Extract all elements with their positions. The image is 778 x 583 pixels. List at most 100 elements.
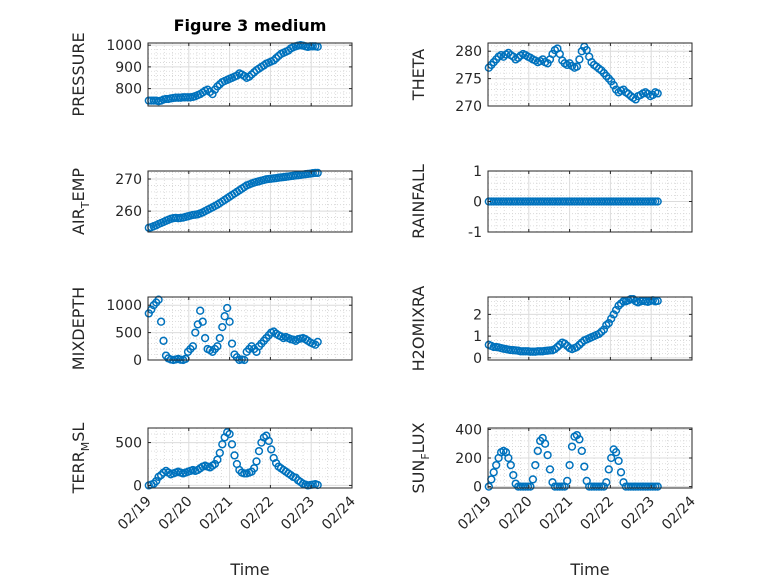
data-point <box>523 482 533 491</box>
data-point <box>653 197 662 206</box>
data-point <box>597 482 606 491</box>
data-point <box>227 339 237 348</box>
y-axis-label-5: H2OMIXRA <box>409 286 428 372</box>
data-point <box>210 459 220 469</box>
x-tick-label: 02/24 <box>319 493 359 533</box>
data-point <box>599 325 609 334</box>
data-point <box>572 62 582 71</box>
data-point <box>611 305 621 315</box>
data-point <box>540 439 550 448</box>
subplot-h2omixra: 0 1 2 H2OMIXRA <box>409 286 693 372</box>
data-point <box>563 476 572 486</box>
data-point <box>607 314 616 323</box>
y-tick-label: 1 <box>473 164 482 180</box>
data-point <box>220 312 229 321</box>
data-point <box>311 168 320 178</box>
data-point <box>648 482 657 491</box>
data-point <box>609 81 618 90</box>
data-point <box>533 446 542 456</box>
data-point <box>577 446 586 456</box>
data-point <box>313 337 322 347</box>
data-point <box>313 168 322 178</box>
y-axis-label-0: PRESSURE <box>69 32 88 116</box>
data-point <box>230 451 239 460</box>
x-tick-label: 02/22 <box>577 494 617 534</box>
data-point <box>619 478 628 487</box>
x-tick-label: 02/19 <box>115 494 155 534</box>
y-tick-label: 200 <box>455 451 482 467</box>
x-tick-label: 02/21 <box>197 494 237 534</box>
data-point <box>611 448 621 457</box>
axes-box <box>147 427 353 489</box>
data-point <box>227 440 237 449</box>
axes-box <box>147 42 353 107</box>
data-point <box>218 440 227 449</box>
y-tick-label: -1 <box>468 225 482 241</box>
data-point <box>531 460 540 470</box>
subplot-rainfall: -1 0 1 RAINFALL <box>409 164 693 241</box>
data-point <box>240 469 249 478</box>
subplot-mixdepth: 0 500 1000 MIXDEPTH <box>69 287 353 370</box>
data-point <box>594 329 604 339</box>
data-point <box>653 482 662 491</box>
y-tick-label: 800 <box>115 82 142 98</box>
data-point <box>651 482 660 491</box>
data-point <box>269 56 278 65</box>
subplot-sun-flux: 0 200 400 SUNFLUX 02/19 02/20 02/21 02/22 02/23 0… <box>409 422 699 579</box>
data-point <box>208 89 217 99</box>
data-point <box>154 295 163 304</box>
data-point <box>213 455 222 464</box>
y-axis-label-4: MIXDEPTH <box>69 287 88 370</box>
data-point <box>577 47 586 56</box>
axes-box <box>487 296 693 361</box>
data-point <box>651 197 660 206</box>
x-tick-label: 02/19 <box>455 494 495 534</box>
data-point <box>254 446 264 456</box>
y-tick-label: 270 <box>115 172 142 188</box>
data-point <box>614 456 623 466</box>
y-tick-label: 0 <box>473 351 482 367</box>
y-tick-label: 900 <box>115 60 142 76</box>
data-point <box>602 478 611 487</box>
data-point <box>614 301 623 310</box>
x-tick-label: 02/20 <box>156 494 196 534</box>
y-tick-label: 500 <box>115 436 142 452</box>
data-point <box>152 476 161 486</box>
y-axis-label-1: THETA <box>409 49 428 101</box>
y-tick-label: 2 <box>473 307 482 323</box>
data-point <box>200 333 210 343</box>
data-point <box>543 450 552 460</box>
data-point <box>215 448 224 458</box>
data-point <box>252 457 261 466</box>
data-point <box>526 482 535 491</box>
data-point <box>575 55 584 64</box>
data-point <box>604 465 613 474</box>
data-point <box>604 318 613 328</box>
data-point <box>264 436 273 446</box>
subplot-theta: 270 275 280 THETA <box>409 42 693 115</box>
data-point <box>245 72 254 81</box>
y-axis-label-6: TERRMSL <box>69 423 92 495</box>
x-axis-label: Time <box>569 560 609 579</box>
data-point <box>653 89 662 98</box>
x-tick-label: 02/23 <box>618 494 658 534</box>
x-tick-label: 02/24 <box>659 493 699 533</box>
data-point <box>218 322 227 332</box>
data-point <box>609 310 618 319</box>
data-point <box>506 460 515 470</box>
y-tick-label: 275 <box>455 72 482 88</box>
data-point <box>558 482 567 491</box>
x-tick-label: 02/20 <box>496 494 536 534</box>
data-point <box>196 306 205 315</box>
data-point <box>215 333 224 343</box>
data-point <box>594 482 604 491</box>
x-axis-label: Time <box>229 560 269 579</box>
data-point <box>159 336 168 345</box>
data-point <box>528 475 538 484</box>
y-tick-label: 260 <box>115 204 142 220</box>
y-tick-label: 400 <box>455 422 482 438</box>
subplot-pressure: 800 900 1000 PRESSURE Figure 3 medium <box>69 16 353 117</box>
y-tick-label: 1000 <box>106 298 142 314</box>
axes-box <box>487 42 693 107</box>
